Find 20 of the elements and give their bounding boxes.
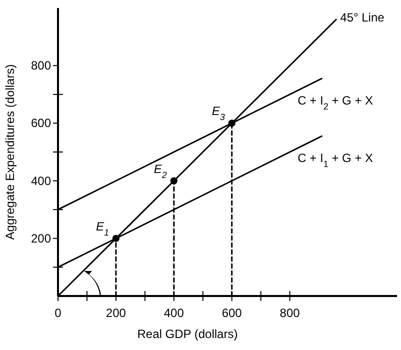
annotation: E$_{1}$ [96, 219, 109, 238]
series-label: 45° Line [340, 10, 385, 25]
series-label: C + I$_{2}$ + G + X [298, 94, 374, 112]
x-tick-label: 0 [54, 306, 62, 320]
y-tick-label: 800 [30, 58, 52, 73]
y-tick-label: 200 [30, 231, 52, 246]
x-axis-title: Real GDP (dollars) [137, 327, 238, 341]
annotation: E$_{2}$ [154, 162, 167, 180]
y-tick-label: 600 [30, 116, 52, 130]
point [170, 177, 178, 184]
x-tick-label: 200 [106, 306, 126, 320]
x-tick-label: 600 [222, 306, 242, 320]
series-label: C + I$_{1}$ + G + X [298, 151, 374, 170]
y-axis-title: Aggregate Expenditures (dollars) [3, 64, 17, 240]
annotation: E$_{3}$ [212, 104, 225, 122]
y-tick-label: 400 [30, 174, 52, 188]
x-tick-label: 400 [164, 306, 184, 320]
x-tick-label: 800 [280, 306, 300, 320]
point [228, 120, 236, 127]
point [112, 234, 120, 242]
